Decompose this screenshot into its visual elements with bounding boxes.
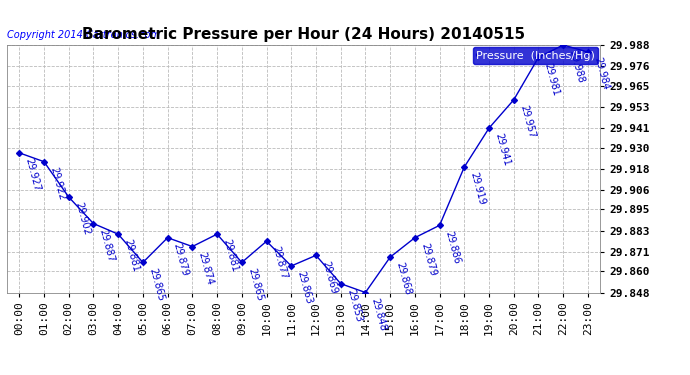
Title: Barometric Pressure per Hour (24 Hours) 20140515: Barometric Pressure per Hour (24 Hours) … (82, 27, 525, 42)
Text: 29.865: 29.865 (147, 267, 166, 302)
Text: 29.957: 29.957 (518, 104, 536, 140)
Text: 29.881: 29.881 (122, 238, 141, 273)
Text: 29.886: 29.886 (444, 230, 462, 265)
Text: 29.874: 29.874 (197, 251, 215, 286)
Text: 29.919: 29.919 (469, 171, 487, 206)
Text: 29.877: 29.877 (270, 245, 289, 281)
Text: 29.865: 29.865 (246, 267, 264, 302)
Text: 29.941: 29.941 (493, 132, 511, 168)
Text: 29.887: 29.887 (97, 228, 116, 263)
Text: 29.981: 29.981 (542, 62, 561, 97)
Text: 29.868: 29.868 (394, 261, 413, 297)
Text: 29.984: 29.984 (592, 56, 611, 92)
Text: 29.922: 29.922 (48, 166, 67, 201)
Text: 29.863: 29.863 (295, 270, 314, 305)
Legend: Pressure  (Inches/Hg): Pressure (Inches/Hg) (473, 47, 598, 64)
Text: 29.879: 29.879 (419, 242, 437, 277)
Text: 29.927: 29.927 (23, 157, 42, 192)
Text: 29.848: 29.848 (370, 297, 388, 332)
Text: 29.988: 29.988 (567, 49, 586, 84)
Text: 29.879: 29.879 (172, 242, 190, 277)
Text: 29.869: 29.869 (320, 260, 339, 295)
Text: 29.853: 29.853 (345, 288, 363, 323)
Text: 29.902: 29.902 (73, 201, 91, 237)
Text: Copyright 2014 Cartronics.com: Copyright 2014 Cartronics.com (7, 30, 160, 40)
Text: 29.881: 29.881 (221, 238, 239, 273)
